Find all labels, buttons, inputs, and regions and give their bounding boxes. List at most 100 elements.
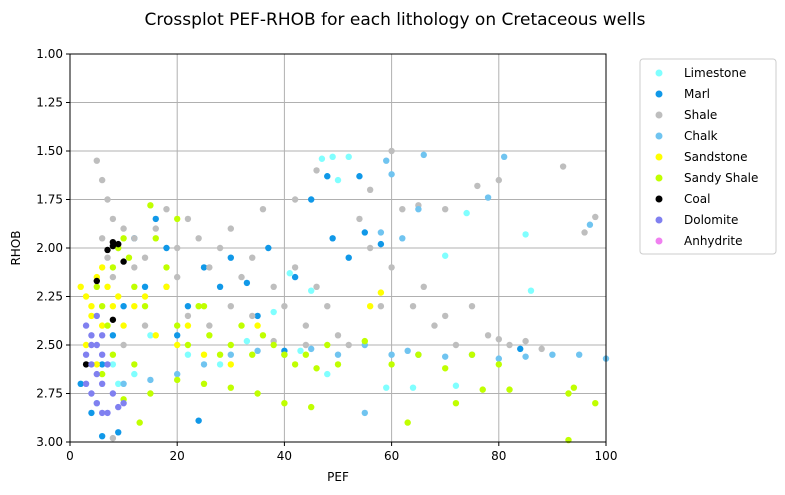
y-tick-label: 2.75 (36, 387, 63, 401)
legend-marker (655, 174, 663, 182)
data-point (216, 351, 224, 358)
data-point (195, 417, 202, 424)
data-point (302, 351, 310, 358)
x-tick-label: 20 (170, 449, 185, 463)
data-point (415, 206, 422, 213)
data-point (538, 345, 545, 353)
grid (69, 53, 607, 443)
data-point (356, 215, 363, 223)
legend-label: Chalk (684, 129, 718, 143)
data-point (329, 153, 336, 161)
data-point (576, 351, 583, 358)
data-point (77, 283, 84, 290)
data-point (388, 147, 395, 155)
data-point (109, 273, 117, 281)
data-point (227, 303, 234, 310)
data-point (522, 353, 529, 360)
data-point (104, 196, 111, 203)
legend-label: Sandy Shale (684, 171, 758, 185)
data-point (388, 351, 395, 358)
data-point (93, 157, 101, 164)
legend-label: Sandstone (684, 150, 747, 164)
data-point (120, 235, 127, 242)
data-point (88, 332, 95, 339)
data-point (88, 341, 95, 349)
data-point (141, 254, 149, 261)
y-axis-ticks: 1.00 1.25 1.50 1.75 2.00 2.25 2.50 2.75 3.00 (36, 47, 70, 449)
data-point (281, 351, 288, 358)
data-point (184, 322, 192, 329)
data-point (93, 400, 101, 407)
data-point (115, 240, 122, 248)
data-point (152, 332, 159, 339)
data-point (570, 384, 578, 391)
data-point (366, 186, 374, 193)
data-point (313, 365, 320, 372)
data-point (120, 400, 127, 407)
series-coal (82, 238, 127, 368)
data-point (147, 390, 154, 397)
data-point (152, 215, 159, 223)
data-point (174, 332, 181, 339)
data-point (98, 264, 106, 271)
data-point (104, 322, 111, 329)
data-point (259, 332, 267, 339)
data-point (383, 384, 390, 391)
data-point (200, 303, 208, 310)
series-limestone (93, 153, 535, 407)
data-point (377, 289, 385, 296)
data-point (238, 273, 245, 281)
data-point (82, 351, 90, 358)
legend-marker (655, 90, 663, 98)
data-point (334, 332, 342, 339)
data-point (442, 206, 449, 213)
y-tick-label: 2.50 (36, 338, 63, 352)
data-point (98, 176, 106, 184)
data-point (109, 303, 117, 310)
data-point (184, 341, 192, 349)
data-point (302, 341, 310, 349)
data-point (377, 229, 385, 236)
data-point (431, 322, 438, 329)
chart-title: Crossplot PEF-RHOB for each lithology on… (145, 10, 646, 30)
data-point (495, 361, 502, 368)
data-point (249, 312, 256, 320)
data-point (506, 386, 513, 393)
data-point (442, 312, 449, 320)
data-point (420, 283, 427, 290)
data-point (206, 264, 213, 271)
data-point (131, 361, 138, 368)
data-point (174, 322, 181, 329)
data-point (227, 384, 234, 391)
data-point (152, 235, 159, 242)
data-point (324, 303, 331, 310)
data-point (409, 384, 417, 391)
data-point (404, 347, 411, 355)
data-point (581, 229, 588, 236)
data-point (324, 173, 331, 180)
y-tick-label: 2.00 (36, 241, 63, 255)
data-point (592, 400, 599, 407)
data-point (184, 303, 192, 310)
data-point (495, 176, 502, 184)
data-point (345, 341, 352, 349)
data-point (249, 351, 256, 358)
data-point (592, 213, 599, 221)
data-point (98, 409, 106, 417)
data-point (109, 434, 117, 442)
y-tick-label: 1.50 (36, 144, 63, 158)
data-point (98, 361, 106, 368)
data-point (93, 361, 101, 368)
data-point (254, 390, 261, 397)
data-point (302, 322, 310, 329)
data-point (163, 244, 170, 252)
data-point (195, 303, 202, 310)
data-point (254, 347, 261, 355)
data-point (420, 151, 427, 159)
y-tick-label: 1.25 (36, 96, 63, 110)
data-point (399, 206, 406, 213)
data-point (324, 370, 331, 378)
data-point (98, 432, 106, 440)
x-axis-label: PEF (327, 470, 349, 484)
data-point (281, 400, 288, 407)
